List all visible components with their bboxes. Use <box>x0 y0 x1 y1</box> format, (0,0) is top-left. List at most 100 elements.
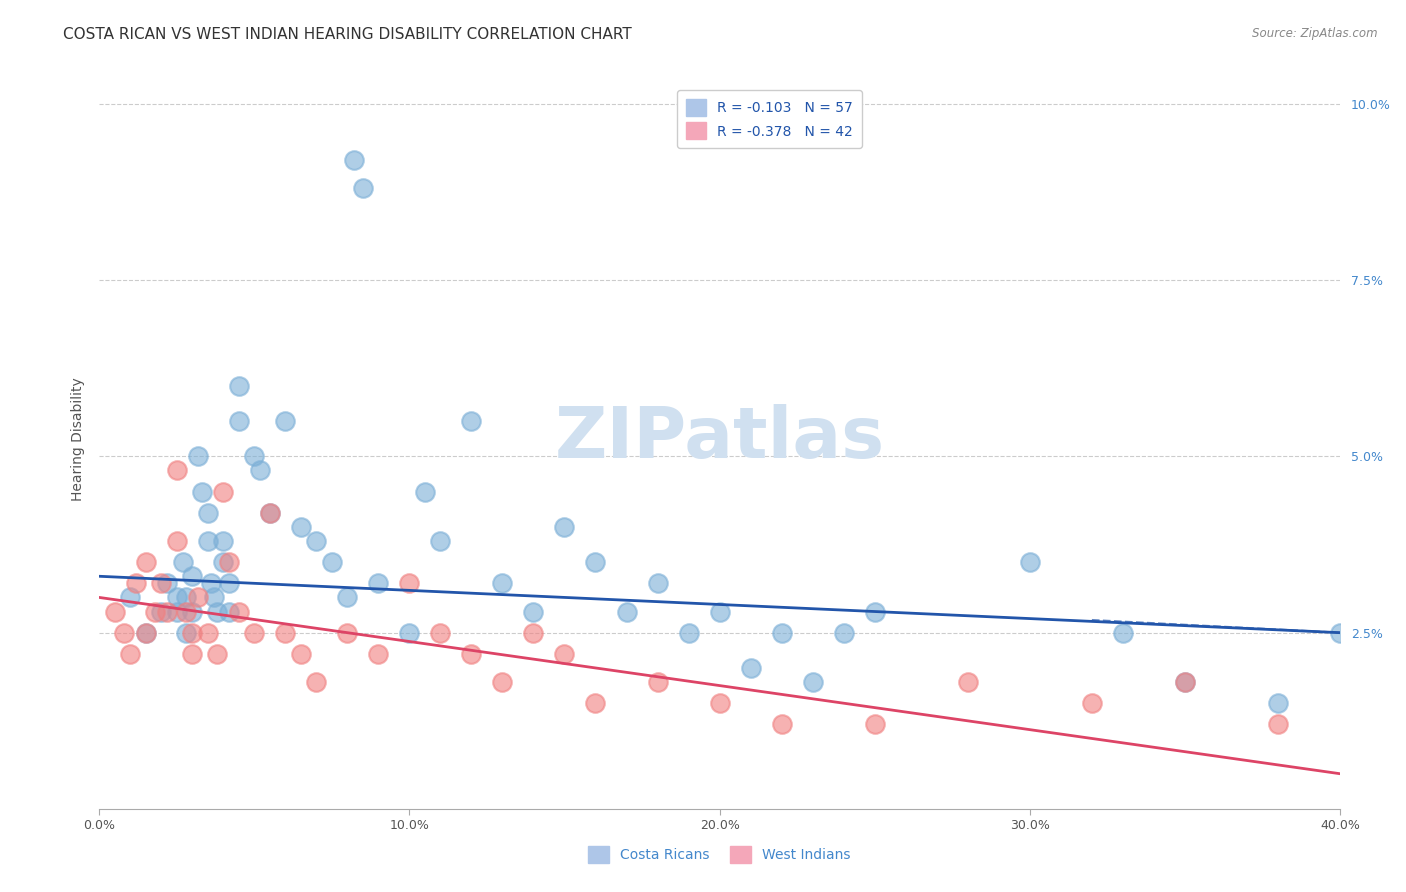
Point <box>135 555 157 569</box>
Point <box>174 625 197 640</box>
Point <box>305 534 328 549</box>
Point <box>197 506 219 520</box>
Point <box>205 605 228 619</box>
Point <box>491 675 513 690</box>
Point <box>120 591 142 605</box>
Point <box>863 717 886 731</box>
Point <box>212 555 235 569</box>
Point <box>218 555 240 569</box>
Point <box>120 647 142 661</box>
Point <box>181 625 204 640</box>
Y-axis label: Hearing Disability: Hearing Disability <box>72 377 86 500</box>
Point <box>956 675 979 690</box>
Point <box>770 625 793 640</box>
Point <box>174 591 197 605</box>
Point <box>150 605 173 619</box>
Point <box>1267 717 1289 731</box>
Point <box>585 555 607 569</box>
Point <box>125 576 148 591</box>
Point <box>678 625 700 640</box>
Point <box>1018 555 1040 569</box>
Point <box>112 625 135 640</box>
Text: ZIPatlas: ZIPatlas <box>554 404 884 474</box>
Point <box>367 576 389 591</box>
Point <box>290 520 312 534</box>
Point <box>104 605 127 619</box>
Point <box>321 555 343 569</box>
Point <box>709 696 731 710</box>
Point <box>218 605 240 619</box>
Point <box>174 605 197 619</box>
Point <box>228 605 250 619</box>
Point <box>1174 675 1197 690</box>
Point <box>585 696 607 710</box>
Point <box>647 576 669 591</box>
Point <box>352 181 374 195</box>
Point <box>243 625 266 640</box>
Point <box>413 484 436 499</box>
Point <box>336 625 359 640</box>
Point <box>553 647 575 661</box>
Point <box>187 591 209 605</box>
Point <box>166 463 188 477</box>
Point <box>801 675 824 690</box>
Point <box>135 625 157 640</box>
Point <box>156 605 179 619</box>
Point <box>429 534 451 549</box>
Point <box>770 717 793 731</box>
Point <box>491 576 513 591</box>
Point <box>616 605 638 619</box>
Point <box>190 484 212 499</box>
Point <box>228 379 250 393</box>
Legend: R = -0.103   N = 57, R = -0.378   N = 42: R = -0.103 N = 57, R = -0.378 N = 42 <box>678 90 862 148</box>
Point <box>740 661 762 675</box>
Point <box>863 605 886 619</box>
Point <box>197 625 219 640</box>
Point <box>172 555 194 569</box>
Point <box>553 520 575 534</box>
Point <box>1081 696 1104 710</box>
Point <box>197 534 219 549</box>
Point <box>274 414 297 428</box>
Point <box>166 605 188 619</box>
Point <box>166 534 188 549</box>
Point <box>274 625 297 640</box>
Point <box>259 506 281 520</box>
Point <box>212 534 235 549</box>
Point <box>1174 675 1197 690</box>
Point <box>218 576 240 591</box>
Point <box>228 414 250 428</box>
Point <box>181 605 204 619</box>
Point <box>1267 696 1289 710</box>
Point <box>709 605 731 619</box>
Point <box>259 506 281 520</box>
Point <box>647 675 669 690</box>
Point <box>181 647 204 661</box>
Point <box>342 153 364 168</box>
Point <box>398 625 420 640</box>
Point <box>202 591 225 605</box>
Point <box>156 576 179 591</box>
Point <box>181 569 204 583</box>
Point <box>150 576 173 591</box>
Point <box>460 647 482 661</box>
Point <box>1112 625 1135 640</box>
Point <box>460 414 482 428</box>
Point <box>243 450 266 464</box>
Point <box>367 647 389 661</box>
Point <box>212 484 235 499</box>
Point <box>1329 625 1351 640</box>
Point <box>205 647 228 661</box>
Point <box>522 625 544 640</box>
Point <box>200 576 222 591</box>
Point <box>398 576 420 591</box>
Point <box>187 450 209 464</box>
Point <box>522 605 544 619</box>
Point <box>135 625 157 640</box>
Point <box>143 605 166 619</box>
Point <box>305 675 328 690</box>
Point <box>832 625 855 640</box>
Point <box>429 625 451 640</box>
Text: COSTA RICAN VS WEST INDIAN HEARING DISABILITY CORRELATION CHART: COSTA RICAN VS WEST INDIAN HEARING DISAB… <box>63 27 633 42</box>
Point <box>290 647 312 661</box>
